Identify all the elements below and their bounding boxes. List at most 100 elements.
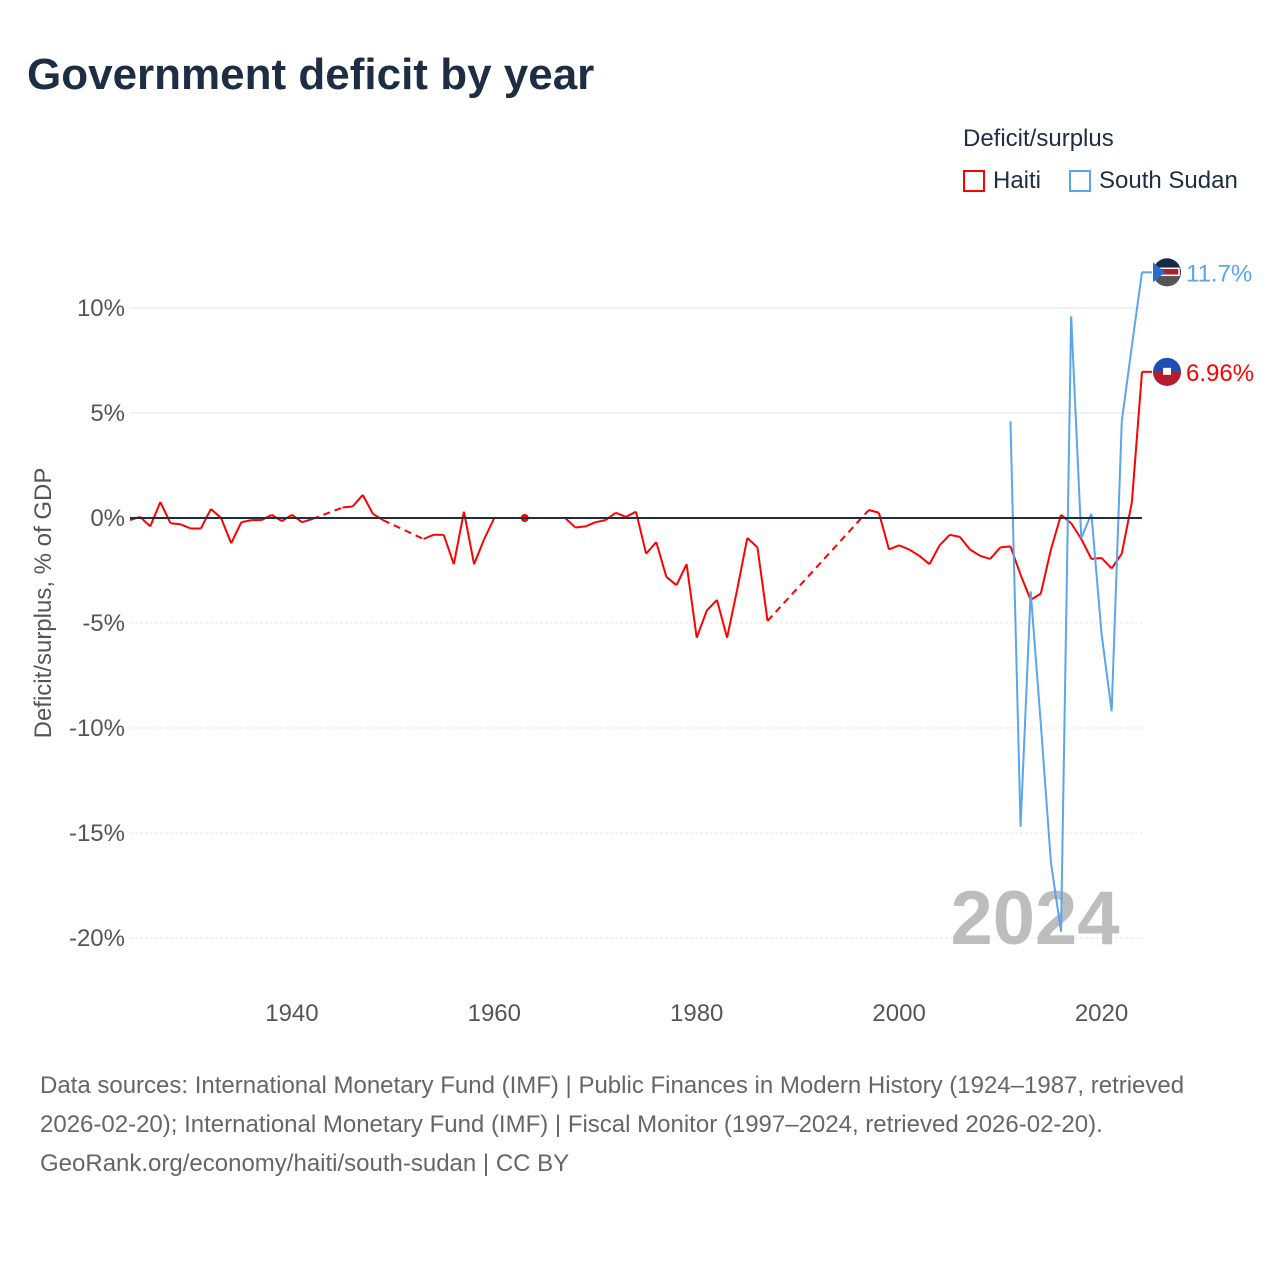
series-segment [462,511,476,565]
series-segment [1009,421,1022,827]
series-segment [665,576,678,586]
legend-title: Deficit/surplus [963,125,1114,152]
series-segment [989,546,1002,560]
x-tick-label: 2000 [872,1000,925,1027]
series-segment [706,599,718,612]
series-segment [928,544,941,565]
series-segment [655,541,668,578]
flag-triangle [1153,262,1165,283]
series-segment [888,544,900,551]
series-segment [959,536,971,551]
series-segment [675,563,688,586]
legend-item-haiti[interactable]: Haiti [963,167,1041,195]
chart-svg: 10% 5% 0% -5% -10% -15% -20% 1940 1960 1980 2000 20… [30,258,1254,1027]
year-label: 2024 [950,876,1119,961]
series-segment [564,517,576,529]
series-segment [159,501,172,524]
series-segment [1130,272,1143,346]
series-segment [1039,723,1052,863]
series-segment [1120,502,1133,554]
series-segment [756,547,769,622]
y-tick-label: -20% [69,925,125,952]
series-segment [868,509,880,514]
series-segment [938,534,951,546]
y-tick-label: -5% [82,610,125,637]
y-tick-label: 10% [77,295,125,322]
series-segment [1090,513,1103,634]
series-segment [1039,549,1052,594]
series-segment [1080,538,1093,560]
series-segment [949,533,961,538]
series-segment [1049,514,1062,550]
series-segment [1100,633,1113,712]
flag-emblem [1163,367,1171,375]
series-segment [220,517,233,544]
y-tick-label: -15% [69,820,125,847]
series-segment [585,521,596,528]
series-segment [452,511,465,565]
series-segment [230,521,243,544]
series-segment [615,511,627,518]
end-value-label: 11.7% [1186,260,1252,287]
series-segment [1009,546,1022,576]
y-tick-label: 0% [90,505,125,532]
series-segment [918,555,931,565]
series-segment [1019,574,1032,601]
series-segment [726,589,739,638]
legend-swatch [963,170,985,192]
footer: Data sources: International Monetary Fun… [40,1066,1240,1183]
series-segment [898,544,910,551]
series-segment [382,519,424,540]
series-segment [1110,421,1123,712]
series-segment [1130,371,1143,503]
series-segment [210,508,222,519]
series-segment [625,510,637,518]
series-segment [1070,522,1083,540]
y-tick-label: -10% [69,715,125,742]
series-segment [483,517,496,540]
series-segment [575,525,586,529]
series-segment [1000,545,1011,549]
series-segment [715,599,729,638]
series-segment [1070,316,1083,538]
series-segment [351,494,364,508]
series-segment [746,537,759,549]
series-segment [595,519,606,524]
series-segment [1019,591,1032,827]
series-segment [1049,862,1063,932]
data-sources: Data sources: International Monetary Fun… [40,1072,1185,1138]
series-segment [979,554,991,560]
series-segment [766,509,870,622]
x-tick-label: 1940 [265,1000,318,1027]
end-value-label: 6.96% [1186,360,1254,387]
series-segment [1060,316,1073,932]
y-tick-label: 5% [90,400,125,427]
series-segment [170,522,181,526]
legend-swatch [1069,170,1091,192]
series-segment [241,519,252,524]
series-segment [1120,345,1133,422]
series-segment [1030,592,1042,601]
series-segment [969,548,981,557]
series-segment [342,505,353,509]
legend-item-south-sudan[interactable]: South Sudan [1069,167,1238,195]
legend-label: South Sudan [1099,167,1238,194]
series-segment [695,610,708,639]
series-segment [180,523,192,530]
series-segment [473,538,486,565]
series-segment [908,548,920,557]
x-tick-label: 1980 [670,1000,723,1027]
series-segment [685,564,698,638]
series-segment [301,518,313,524]
credit-link[interactable]: GeoRank.org/economy/haiti/south-sudan | … [40,1150,570,1177]
series-segment [1029,591,1042,724]
x-tick-label: 1960 [468,1000,521,1027]
page-title: Government deficit by year [27,50,595,99]
legend-label: Haiti [993,167,1042,194]
series-segment [1100,557,1113,570]
series-segment [149,501,162,527]
x-tick-label: 2020 [1075,1000,1128,1027]
series-segment [442,534,455,565]
y-axis-label: Deficit/surplus, % of GDP [30,468,57,739]
